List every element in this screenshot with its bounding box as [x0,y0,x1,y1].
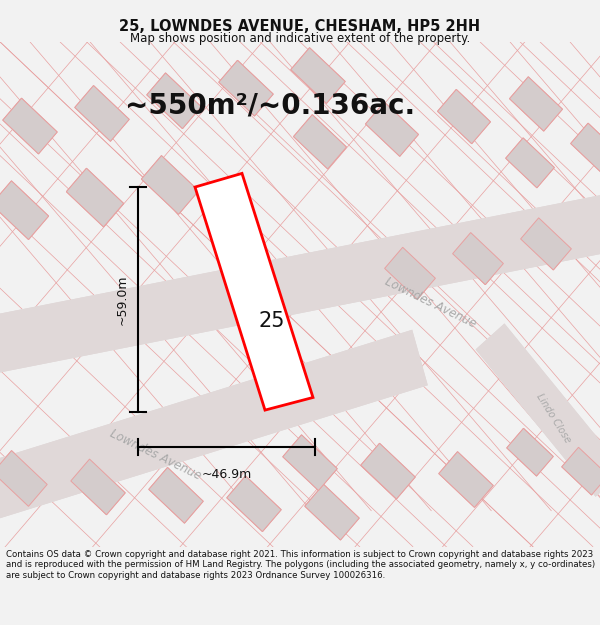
Polygon shape [439,452,493,508]
Polygon shape [71,459,125,515]
Text: 25: 25 [259,311,285,331]
Polygon shape [149,468,203,523]
Polygon shape [67,168,124,227]
Polygon shape [195,173,313,410]
Polygon shape [439,452,493,508]
Polygon shape [0,181,49,239]
Text: ~550m²/~0.136ac.: ~550m²/~0.136ac. [125,91,415,119]
Polygon shape [571,123,600,173]
Polygon shape [385,248,436,299]
Polygon shape [291,48,345,103]
Polygon shape [521,218,571,270]
Polygon shape [283,435,337,491]
Polygon shape [75,86,129,141]
Polygon shape [0,451,47,506]
Polygon shape [147,73,201,129]
Polygon shape [227,476,281,532]
Polygon shape [147,73,201,129]
Text: 25, LOWNDES AVENUE, CHESHAM, HP5 2HH: 25, LOWNDES AVENUE, CHESHAM, HP5 2HH [119,19,481,34]
Text: Lowndes Avenue: Lowndes Avenue [107,426,203,482]
Text: ~59.0m: ~59.0m [115,274,128,325]
Polygon shape [71,459,125,515]
Polygon shape [219,61,273,116]
Polygon shape [305,484,359,540]
Polygon shape [506,138,554,188]
Text: Lowndes Avenue: Lowndes Avenue [382,275,478,331]
Polygon shape [0,192,600,376]
Polygon shape [571,123,600,173]
Polygon shape [149,468,203,523]
Polygon shape [227,476,281,532]
Polygon shape [452,232,503,284]
Polygon shape [562,448,600,495]
Polygon shape [0,330,428,522]
Polygon shape [293,114,346,169]
Polygon shape [476,324,600,497]
Polygon shape [3,98,57,154]
Polygon shape [365,102,418,156]
Polygon shape [67,168,124,227]
Polygon shape [361,443,415,499]
Polygon shape [0,192,600,376]
Polygon shape [385,248,436,299]
Polygon shape [0,181,49,239]
Polygon shape [3,98,57,154]
Polygon shape [142,156,199,214]
Polygon shape [437,89,490,144]
Polygon shape [509,77,562,131]
Polygon shape [507,428,553,476]
Polygon shape [562,448,600,495]
Polygon shape [293,114,346,169]
Polygon shape [507,428,553,476]
Polygon shape [476,324,600,497]
Polygon shape [0,451,47,506]
Polygon shape [305,484,359,540]
Polygon shape [509,77,562,131]
Polygon shape [75,86,129,141]
Polygon shape [452,232,503,284]
Text: Contains OS data © Crown copyright and database right 2021. This information is : Contains OS data © Crown copyright and d… [6,550,595,580]
Polygon shape [283,435,337,491]
Polygon shape [437,89,490,144]
Text: ~46.9m: ~46.9m [202,468,251,481]
Polygon shape [365,102,418,156]
Polygon shape [291,48,345,103]
Text: Map shows position and indicative extent of the property.: Map shows position and indicative extent… [130,32,470,45]
Polygon shape [521,218,571,270]
Polygon shape [361,443,415,499]
Polygon shape [219,61,273,116]
Text: Lindo Close: Lindo Close [534,392,572,445]
Polygon shape [0,330,428,522]
Polygon shape [506,138,554,188]
Polygon shape [142,156,199,214]
